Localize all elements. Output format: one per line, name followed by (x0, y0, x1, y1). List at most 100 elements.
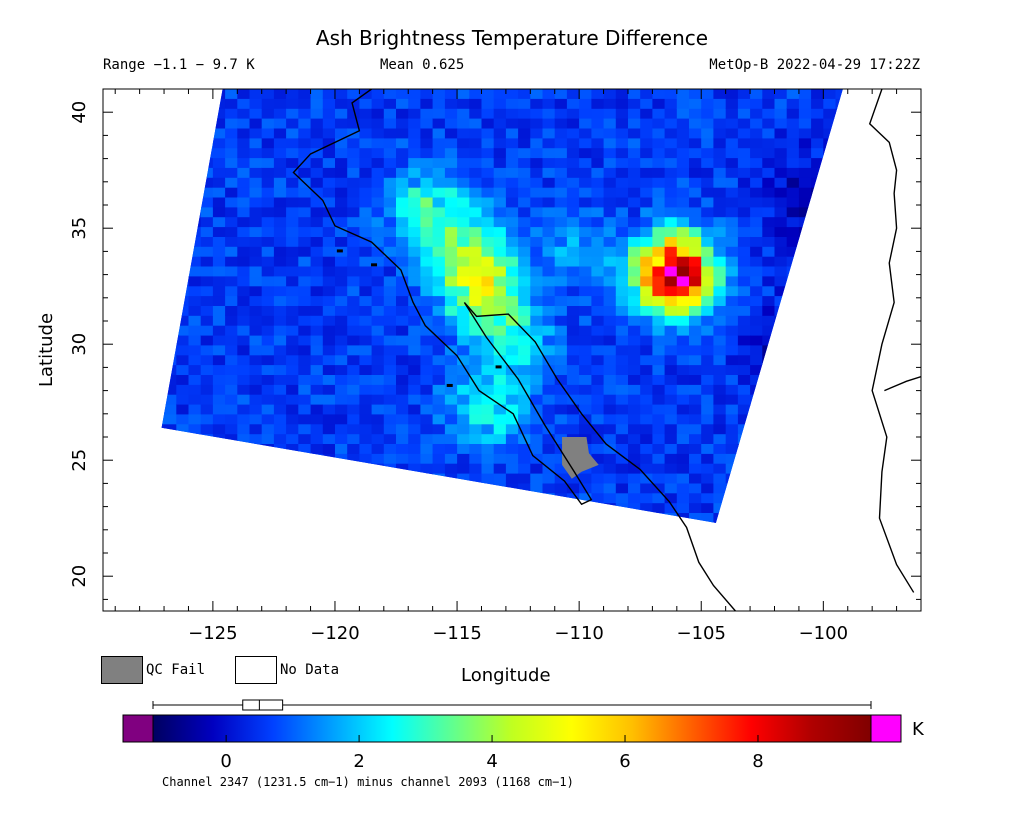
data-pixel (273, 89, 287, 99)
data-pixel (310, 433, 324, 444)
data-pixel (530, 187, 544, 198)
data-pixel (359, 413, 373, 425)
data-pixel (200, 216, 214, 228)
data-pixel (347, 108, 360, 119)
data-pixel (701, 325, 714, 336)
data-pixel (188, 384, 202, 395)
data-pixel (237, 187, 251, 198)
data-pixel (652, 453, 666, 464)
data-pixel (566, 344, 580, 356)
data-pixel (640, 167, 653, 178)
data-pixel (298, 413, 312, 425)
data-pixel (798, 137, 812, 149)
data-pixel (566, 187, 580, 198)
data-pixel (689, 137, 702, 149)
data-pixel (420, 157, 434, 168)
data-pixel (261, 413, 275, 425)
data-pixel (396, 226, 409, 237)
data-pixel (811, 167, 824, 178)
data-pixel (457, 157, 470, 168)
data-pixel (396, 206, 409, 218)
data-pixel (676, 226, 690, 237)
data-pixel (200, 325, 214, 336)
data-pixel (371, 236, 385, 247)
data-pixel (359, 108, 373, 119)
data-pixel (432, 305, 446, 316)
data-pixel (261, 98, 275, 109)
data-pixel (212, 216, 226, 228)
data-pixel (664, 246, 678, 257)
data-pixel (542, 256, 556, 267)
data-pixel (371, 98, 385, 109)
data-pixel (798, 89, 812, 99)
data-pixel (615, 305, 629, 316)
data-pixel (457, 463, 470, 474)
data-pixel (518, 453, 531, 464)
data-pixel (786, 206, 800, 218)
data-pixel (347, 157, 360, 168)
data-pixel (469, 89, 483, 99)
data-pixel (530, 295, 544, 306)
data-pixel (481, 226, 495, 237)
data-pixel (225, 177, 238, 188)
data-pixel (347, 443, 360, 454)
data-pixel (481, 344, 495, 356)
data-pixel (261, 118, 275, 129)
data-pixel (701, 108, 714, 119)
data-pixel (811, 118, 824, 129)
data-pixel (615, 137, 629, 149)
data-pixel (750, 137, 763, 149)
data-pixel (615, 167, 629, 178)
data-pixel (237, 354, 251, 366)
data-pixel (249, 403, 263, 415)
data-pixel (664, 98, 678, 109)
data-pixel (322, 315, 336, 326)
data-pixel (774, 167, 788, 178)
data-pixel (347, 384, 360, 395)
data-pixel (505, 256, 519, 267)
data-pixel (750, 246, 763, 257)
data-pixel (383, 334, 397, 346)
data-pixel (469, 295, 483, 306)
data-pixel (518, 334, 531, 346)
data-pixel (518, 344, 531, 356)
data-pixel (347, 305, 360, 316)
data-pixel (640, 344, 653, 356)
data-pixel (615, 206, 629, 218)
data-pixel (396, 315, 409, 326)
data-pixel (286, 325, 299, 336)
data-pixel (542, 325, 556, 336)
data-pixel (542, 177, 556, 188)
data-pixel (408, 127, 421, 139)
data-pixel (518, 482, 531, 494)
data-pixel (811, 137, 824, 149)
data-pixel (493, 423, 507, 435)
data-pixel (444, 285, 458, 297)
data-pixel (774, 226, 788, 237)
data-pixel (457, 216, 470, 228)
data-pixel (505, 137, 519, 149)
data-pixel (689, 147, 702, 159)
data-pixel (432, 187, 446, 198)
data-pixel (322, 305, 336, 316)
x-tick-label: −120 (310, 623, 359, 644)
data-pixel (298, 89, 312, 99)
data-pixel (347, 295, 360, 306)
data-pixel (237, 423, 251, 435)
data-pixel (249, 246, 263, 257)
data-pixel (188, 315, 202, 326)
data-pixel (335, 89, 348, 99)
data-pixel (359, 295, 373, 306)
data-pixel (164, 403, 177, 415)
data-pixel (737, 325, 751, 336)
data-pixel (676, 187, 690, 198)
data-pixel (725, 157, 739, 168)
data-pixel (493, 177, 507, 188)
data-pixel (701, 285, 714, 297)
data-pixel (591, 473, 605, 484)
data-pixel (261, 246, 275, 257)
data-pixel (396, 344, 409, 356)
data-pixel (273, 236, 287, 247)
data-pixel (457, 433, 470, 444)
data-pixel (481, 157, 495, 168)
